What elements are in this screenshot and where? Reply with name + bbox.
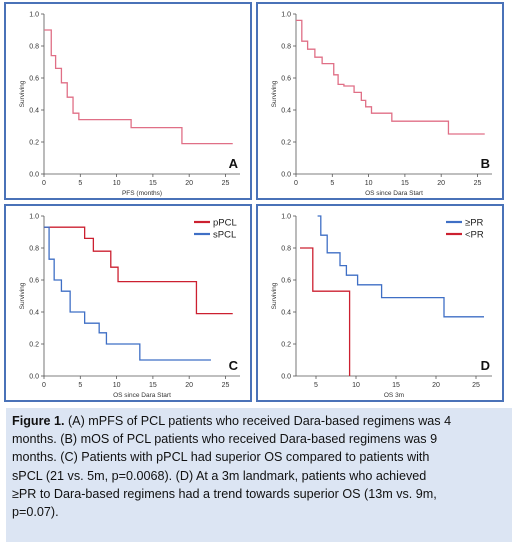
y-tick-label: 0.4: [281, 108, 291, 115]
x-tick-label: 25: [472, 382, 480, 389]
x-tick-label: 15: [401, 180, 409, 187]
series-line-spcl: [44, 226, 211, 361]
y-axis-label: Surviving: [19, 80, 26, 107]
x-tick-label: 0: [294, 180, 298, 187]
x-tick-label: 15: [149, 180, 157, 187]
y-axis-label: Surviving: [271, 80, 278, 107]
y-tick-label: 1.0: [281, 12, 291, 19]
figure-caption: Figure 1. (A) mPFS of PCL patients who r…: [6, 408, 512, 542]
x-tick-label: 10: [113, 180, 121, 187]
legend-label: ≥PR: [465, 218, 484, 229]
chart-svg-b: 0.0 0.2 0.4 0.6 0.8 1.0 0 5 10 15 20 25 OS since Dar…: [271, 12, 492, 197]
panel-b: 0.0 0.2 0.4 0.6 0.8 1.0 0 5 10 15 20 25 OS since Dar…: [256, 2, 504, 200]
y-tick-label: 1.0: [281, 214, 291, 221]
y-tick-label: 0.0: [281, 172, 291, 179]
series-line-0: [44, 29, 233, 145]
y-tick-label: 0.2: [29, 342, 39, 349]
axes-frame: [43, 14, 240, 175]
axes-frame: [295, 14, 492, 175]
y-tick-label: 0.6: [281, 76, 291, 83]
y-tick-label: 0.0: [29, 374, 39, 381]
y-tick-label: 0.8: [29, 246, 39, 253]
series-line-0: [296, 19, 485, 135]
x-axis-label: PFS (months): [122, 190, 162, 197]
chart-svg-a: 0.0 0.2 0.4 0.6 0.8 1.0 0 5 10 15 20 25 PFS (months)…: [19, 12, 240, 197]
y-tick-label: 0.2: [281, 140, 291, 147]
series-line-ppcl: [44, 226, 233, 315]
y-tick-label: 0.8: [281, 246, 291, 253]
caption-line-5: ≥PR to Dara-based regimens had a trend t…: [12, 486, 437, 501]
y-tick-label: 0.4: [29, 310, 39, 317]
y-tick-label: 0.8: [29, 44, 39, 51]
x-axis-label: OS since Dara Start: [113, 392, 171, 399]
y-tick-label: 0.6: [29, 76, 39, 83]
x-tick-label: 20: [437, 180, 445, 187]
x-tick-label: 5: [78, 382, 82, 389]
x-tick-label: 0: [42, 382, 46, 389]
x-axis-label: OS 3m: [384, 392, 404, 399]
y-tick-label: 0.2: [29, 140, 39, 147]
y-tick-label: 0.0: [281, 374, 291, 381]
axes-frame: [295, 216, 492, 377]
x-tick-label: 10: [365, 180, 373, 187]
x-tick-label: 25: [474, 180, 482, 187]
x-tick-label: 0: [42, 180, 46, 187]
y-tick-label: 0.2: [281, 342, 291, 349]
chart-svg-d: 0.0 0.2 0.4 0.6 0.8 1.0 5 10 15 20 25 OS 3m Survivin…: [271, 214, 492, 399]
y-axis-label: Surviving: [271, 282, 278, 309]
panel-letter: A: [229, 156, 239, 171]
panel-d: 0.0 0.2 0.4 0.6 0.8 1.0 5 10 15 20 25 OS 3m Survivin…: [256, 204, 504, 402]
y-tick-label: 0.4: [281, 310, 291, 317]
caption-line-3: months. (C) Patients with pPCL had super…: [12, 450, 430, 465]
y-tick-label: 1.0: [29, 12, 39, 19]
x-tick-label: 10: [352, 382, 360, 389]
y-tick-label: 0.8: [281, 44, 291, 51]
legend-label: pPCL: [213, 218, 237, 229]
series-line-pr: [317, 215, 484, 318]
panel-a: 0.0 0.2 0.4 0.6 0.8 1.0 0 5 10 15 20 25 PFS (months)…: [4, 2, 252, 200]
caption-line-4: sPCL (21 vs. 5m, p=0.0068). (D) At a 3m …: [12, 468, 427, 483]
panel-letter: C: [229, 358, 239, 373]
x-tick-label: 5: [78, 180, 82, 187]
x-tick-label: 20: [185, 382, 193, 389]
caption-label: Figure 1.: [12, 414, 65, 428]
y-axis-label: Surviving: [19, 282, 26, 309]
panel-letter: D: [481, 358, 490, 373]
x-tick-label: 25: [222, 382, 230, 389]
legend-label: <PR: [465, 230, 484, 241]
x-tick-label: 10: [113, 382, 121, 389]
y-tick-label: 0.6: [281, 278, 291, 285]
y-tick-label: 0.0: [29, 172, 39, 179]
legend-label: sPCL: [213, 230, 236, 241]
x-tick-label: 25: [222, 180, 230, 187]
panel-letter: B: [481, 156, 490, 171]
x-tick-label: 15: [149, 382, 157, 389]
x-tick-label: 20: [185, 180, 193, 187]
panel-c: 0.0 0.2 0.4 0.6 0.8 1.0 0 5 10 15 20 25 OS since Dar…: [4, 204, 252, 402]
x-axis-label: OS since Dara Start: [365, 190, 423, 197]
y-tick-label: 0.4: [29, 108, 39, 115]
caption-line-1: (A) mPFS of PCL patients who received Da…: [64, 414, 452, 428]
caption-line-2: months. (B) mOS of PCL patients who rece…: [12, 432, 438, 447]
axes-frame: [43, 216, 240, 377]
y-tick-label: 0.6: [29, 278, 39, 285]
x-tick-label: 15: [392, 382, 400, 389]
series-line-pr: [300, 247, 351, 376]
x-tick-label: 5: [314, 382, 318, 389]
y-tick-label: 1.0: [29, 214, 39, 221]
caption-line-6: p=0.07).: [12, 505, 59, 520]
x-tick-label: 20: [432, 382, 440, 389]
x-tick-label: 5: [330, 180, 334, 187]
chart-svg-c: 0.0 0.2 0.4 0.6 0.8 1.0 0 5 10 15 20 25 OS since Dar…: [19, 214, 240, 399]
